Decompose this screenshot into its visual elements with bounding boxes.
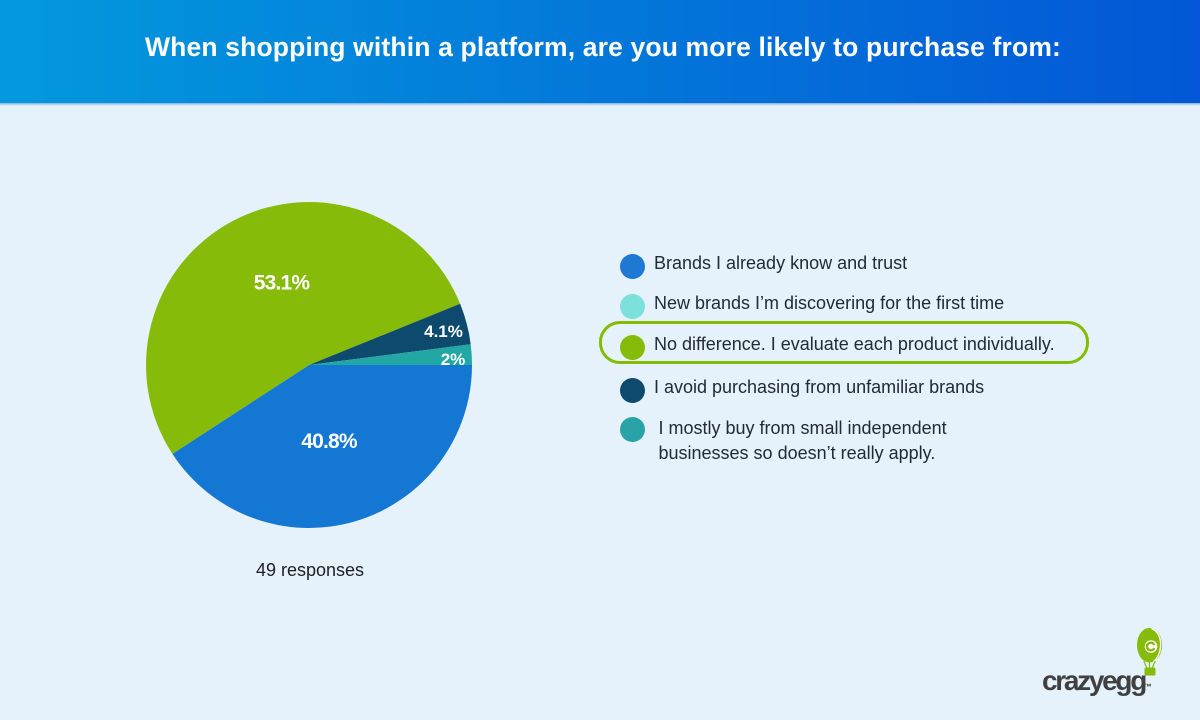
svg-text:4.1%: 4.1% [424, 322, 463, 341]
svg-text:crazyegg: crazyegg [1042, 665, 1146, 696]
svg-text:™: ™ [1143, 682, 1152, 692]
svg-text:53.1%: 53.1% [254, 272, 311, 295]
svg-text:2%: 2% [441, 350, 466, 369]
svg-text:40.8%: 40.8% [301, 430, 358, 453]
